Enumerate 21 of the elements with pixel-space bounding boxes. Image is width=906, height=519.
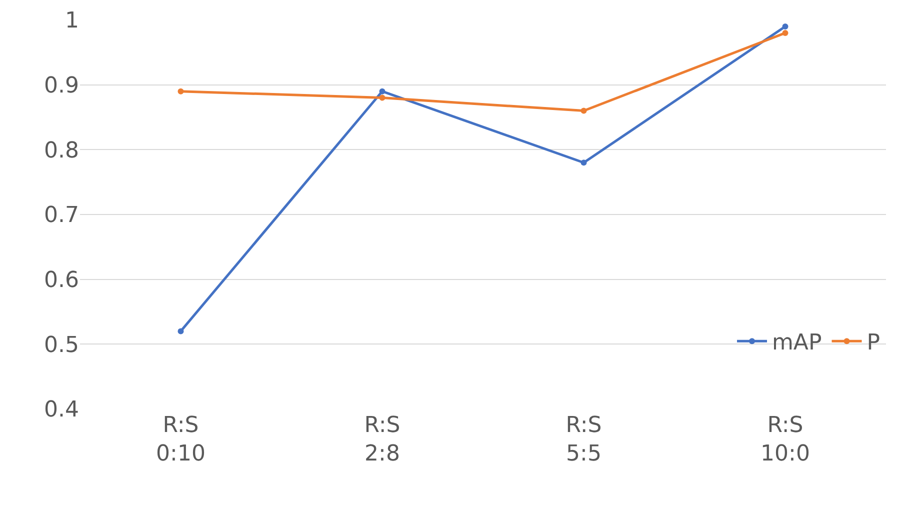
legend-label: P bbox=[866, 330, 880, 356]
y-tick-label: 0.7 bbox=[44, 203, 79, 228]
y-tick-label: 0.4 bbox=[44, 398, 79, 423]
point bbox=[580, 160, 587, 166]
point bbox=[379, 94, 386, 101]
legend-label: mAP bbox=[772, 330, 822, 356]
y-tick-label: 1 bbox=[65, 8, 79, 34]
point bbox=[782, 30, 788, 36]
x-tick-label: R:S 10:0 bbox=[760, 413, 810, 467]
point bbox=[782, 23, 788, 30]
point bbox=[178, 328, 184, 334]
y-tick-label: 0.5 bbox=[44, 332, 79, 358]
point bbox=[379, 88, 386, 94]
point bbox=[178, 88, 184, 94]
y-tick-label: 0.6 bbox=[44, 268, 79, 294]
y-tick-label: 0.8 bbox=[44, 138, 79, 164]
x-tick-label: R:S 2:8 bbox=[364, 413, 400, 467]
y-tick-label: 0.9 bbox=[44, 74, 79, 99]
point bbox=[580, 108, 587, 114]
x-tick-label: R:S 5:5 bbox=[566, 413, 602, 467]
x-tick-label: R:S 0:10 bbox=[156, 413, 206, 467]
